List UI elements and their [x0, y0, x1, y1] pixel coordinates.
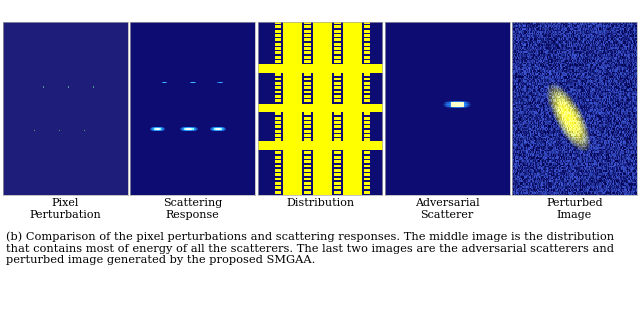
Text: Distribution: Distribution — [286, 198, 354, 209]
Text: Perturbed
Image: Perturbed Image — [546, 198, 603, 220]
Text: Scattering
Response: Scattering Response — [163, 198, 222, 220]
Text: (b) Comparison of the pixel perturbations and scattering responses. The middle i: (b) Comparison of the pixel perturbation… — [6, 232, 614, 265]
Text: Pixel
Perturbation: Pixel Perturbation — [29, 198, 101, 220]
Text: Adversarial
Scatterer: Adversarial Scatterer — [415, 198, 479, 220]
